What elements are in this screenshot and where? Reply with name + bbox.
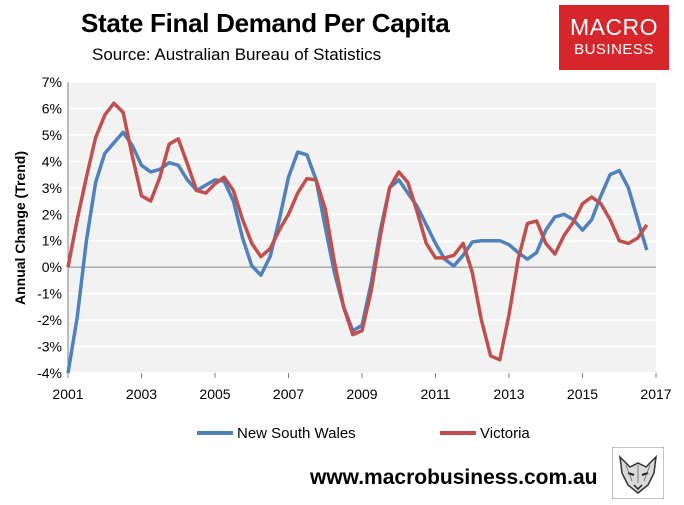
chart-subtitle: Source: Australian Bureau of Statistics bbox=[92, 45, 382, 64]
y-tick-label: 3% bbox=[42, 180, 62, 196]
x-tick-label: 2017 bbox=[640, 386, 671, 402]
y-axis-label: Annual Change (Trend) bbox=[12, 151, 28, 305]
y-tick-label: -2% bbox=[37, 312, 62, 328]
y-tick-label: 6% bbox=[42, 100, 62, 116]
chart-title: State Final Demand Per Capita bbox=[81, 8, 450, 38]
x-tick-label: 2003 bbox=[126, 386, 157, 402]
logo-line-2: BUSINESS bbox=[574, 41, 654, 58]
y-tick-label: 2% bbox=[42, 206, 62, 222]
y-tick-label: 0% bbox=[42, 259, 62, 275]
x-tick-label: 2013 bbox=[493, 386, 524, 402]
x-tick-label: 2005 bbox=[199, 386, 230, 402]
website-url: www.macrobusiness.com.au bbox=[310, 466, 598, 489]
x-tick-label: 2001 bbox=[52, 386, 83, 402]
x-tick-label: 2009 bbox=[346, 386, 377, 402]
y-tick-label: 7% bbox=[42, 74, 62, 90]
legend-label: Victoria bbox=[480, 425, 530, 442]
series-line-1 bbox=[66, 101, 649, 362]
y-tick-label: -4% bbox=[37, 365, 62, 381]
y-tick-label: -3% bbox=[37, 339, 62, 355]
wolf-icon bbox=[612, 447, 664, 499]
x-tick-label: 2007 bbox=[273, 386, 304, 402]
y-tick-label: 5% bbox=[42, 127, 62, 143]
y-tick-label: -1% bbox=[37, 286, 62, 302]
y-tick-label: 1% bbox=[42, 233, 62, 249]
x-tick-label: 2015 bbox=[567, 386, 598, 402]
y-tick-label: 4% bbox=[42, 153, 62, 169]
logo-line-1: MACRO bbox=[569, 14, 659, 40]
macrobusiness-logo: MACRO BUSINESS bbox=[559, 5, 669, 70]
legend-label: New South Wales bbox=[237, 425, 356, 442]
x-tick-label: 2011 bbox=[420, 386, 450, 402]
